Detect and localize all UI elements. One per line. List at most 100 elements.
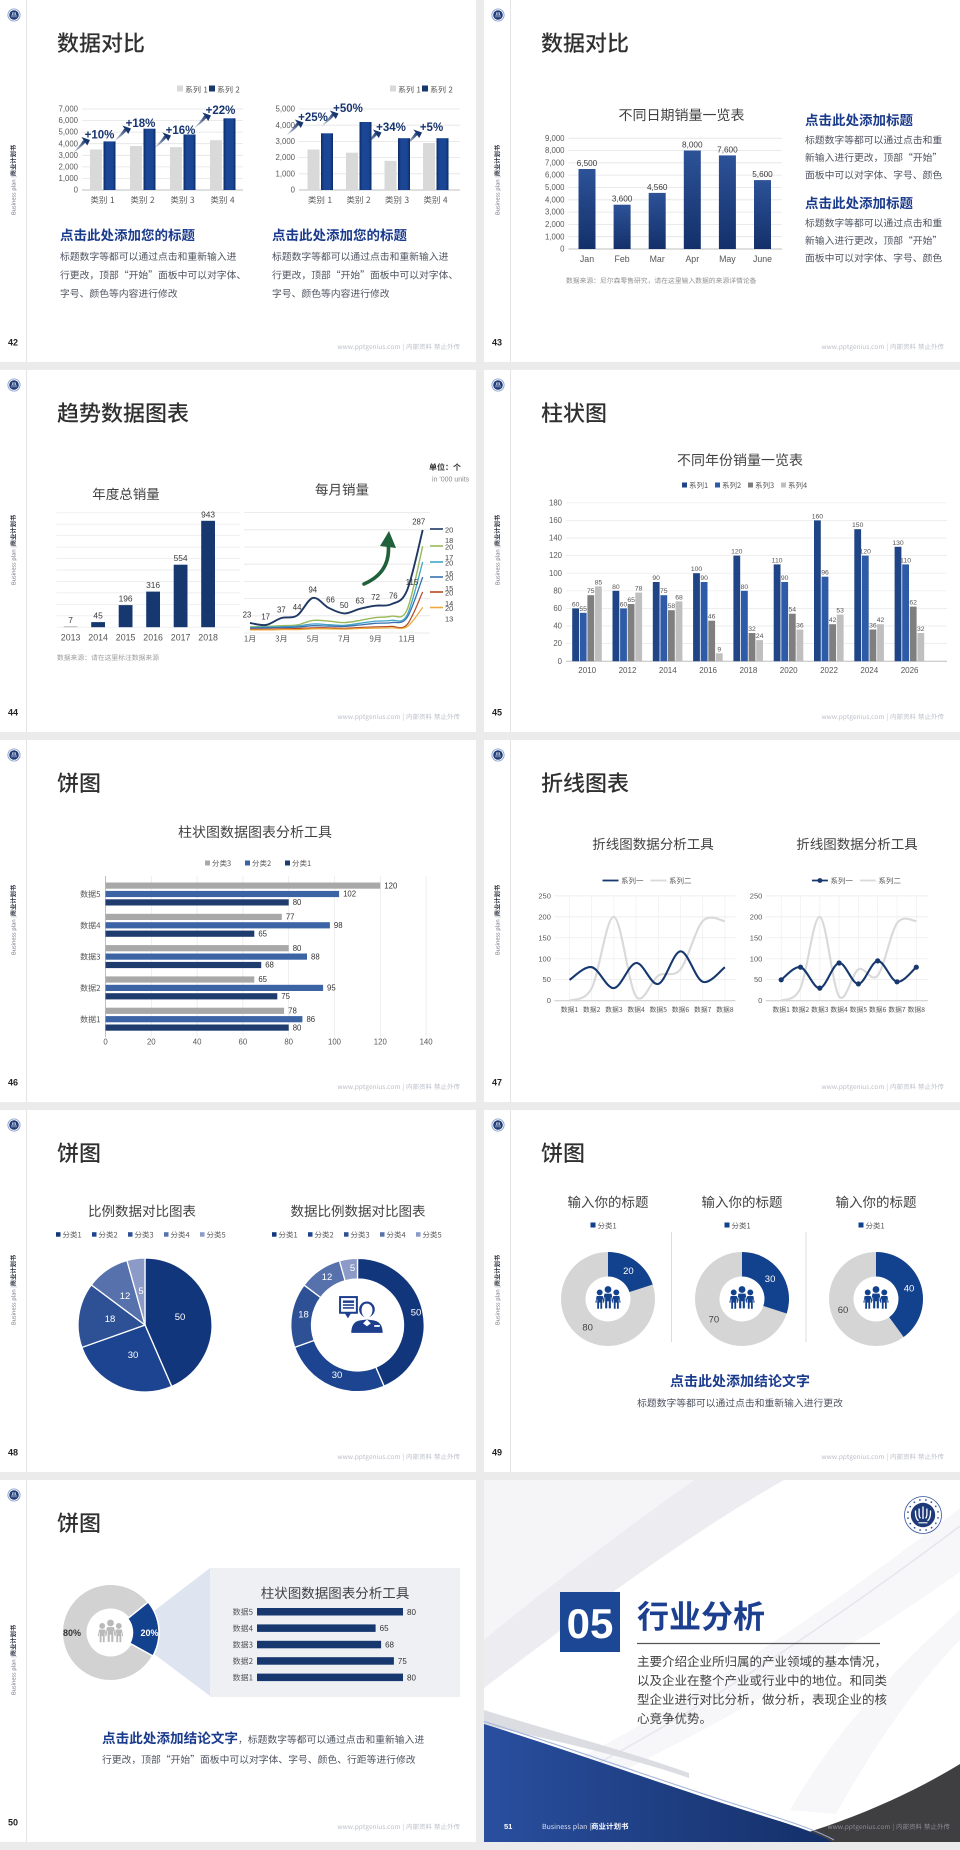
svg-text:120: 120: [731, 549, 743, 556]
svg-text:1,000: 1,000: [275, 169, 295, 178]
svg-text:2022: 2022: [820, 666, 838, 675]
svg-text:96: 96: [821, 570, 829, 577]
svg-text:250: 250: [750, 891, 763, 900]
svg-text:36: 36: [869, 623, 877, 630]
svg-text:44: 44: [8, 708, 18, 718]
svg-text:2020: 2020: [780, 666, 798, 675]
svg-text:120: 120: [549, 551, 563, 560]
svg-text:60: 60: [572, 601, 580, 608]
svg-text:12: 12: [322, 1272, 333, 1283]
svg-text:8,000: 8,000: [545, 146, 565, 155]
svg-text:110: 110: [772, 557, 783, 564]
svg-text:42: 42: [8, 338, 18, 348]
svg-text:9: 9: [717, 646, 721, 653]
svg-text:20: 20: [623, 1266, 634, 1277]
svg-text:2024: 2024: [860, 666, 878, 675]
svg-text:60: 60: [620, 601, 628, 608]
svg-text:18: 18: [445, 536, 453, 545]
svg-text:80: 80: [293, 944, 302, 953]
svg-text:70: 70: [709, 1315, 720, 1326]
svg-text:287: 287: [412, 517, 425, 526]
svg-text:2014: 2014: [88, 633, 108, 643]
svg-text:80: 80: [407, 1673, 416, 1682]
svg-text:140: 140: [549, 534, 563, 543]
svg-text:55: 55: [579, 606, 587, 613]
svg-text:4,000: 4,000: [58, 139, 78, 148]
svg-text:4,000: 4,000: [275, 121, 295, 130]
svg-text:23: 23: [243, 610, 252, 619]
svg-text:53: 53: [836, 608, 844, 615]
svg-text:95: 95: [327, 984, 336, 993]
svg-text:2,000: 2,000: [275, 153, 295, 162]
svg-text:16: 16: [445, 569, 453, 578]
svg-text:24: 24: [756, 633, 764, 640]
svg-text:+50%: +50%: [333, 103, 363, 115]
svg-text:77: 77: [286, 913, 295, 922]
svg-text:2017: 2017: [171, 633, 191, 643]
svg-text:60: 60: [239, 1038, 248, 1047]
svg-text:943: 943: [201, 509, 215, 519]
svg-text:5,000: 5,000: [58, 128, 78, 137]
svg-text:130: 130: [892, 540, 904, 547]
svg-text:68: 68: [675, 594, 683, 601]
svg-text:20: 20: [445, 526, 453, 535]
svg-text:32: 32: [748, 626, 756, 633]
svg-text:90: 90: [781, 575, 789, 582]
svg-text:150: 150: [538, 933, 551, 942]
svg-text:200: 200: [750, 912, 763, 921]
svg-text:160: 160: [549, 516, 563, 525]
svg-text:150: 150: [852, 522, 864, 529]
svg-text:7,600: 7,600: [717, 145, 738, 154]
svg-text:13: 13: [445, 615, 453, 624]
svg-text:44: 44: [293, 603, 302, 612]
svg-text:90: 90: [700, 575, 708, 582]
svg-text:65: 65: [627, 597, 635, 604]
svg-text:+18%: +18%: [126, 118, 156, 130]
svg-text:42: 42: [877, 617, 885, 624]
svg-text:20: 20: [445, 559, 453, 568]
svg-text:94: 94: [308, 585, 317, 594]
svg-text:+22%: +22%: [206, 105, 236, 117]
svg-text:7,000: 7,000: [58, 105, 78, 114]
svg-text:80%: 80%: [63, 1628, 81, 1638]
svg-text:18: 18: [298, 1310, 309, 1321]
svg-text:120: 120: [860, 549, 872, 556]
svg-text:75: 75: [281, 992, 290, 1001]
svg-text:66: 66: [326, 595, 335, 604]
svg-text:20: 20: [147, 1038, 156, 1047]
svg-text:30: 30: [765, 1274, 776, 1285]
svg-text:50: 50: [411, 1308, 422, 1319]
svg-text:4,000: 4,000: [545, 195, 565, 204]
svg-text:160: 160: [812, 513, 824, 520]
svg-text:150: 150: [750, 933, 763, 942]
svg-text:90: 90: [652, 575, 660, 582]
svg-text:62: 62: [909, 600, 917, 607]
svg-text:2010: 2010: [578, 666, 596, 675]
svg-text:0: 0: [758, 996, 762, 1005]
svg-text:554: 554: [174, 553, 188, 563]
svg-text:1,000: 1,000: [58, 174, 78, 183]
svg-text:200: 200: [538, 912, 551, 921]
svg-text:0: 0: [560, 245, 565, 254]
svg-text:45: 45: [492, 708, 502, 718]
svg-text:65: 65: [258, 929, 267, 938]
svg-text:14: 14: [445, 599, 453, 608]
svg-text:100: 100: [538, 954, 551, 963]
svg-text:3,000: 3,000: [58, 151, 78, 160]
svg-text:2,000: 2,000: [545, 220, 565, 229]
svg-text:75: 75: [587, 588, 595, 595]
svg-text:98: 98: [334, 921, 343, 930]
svg-text:7,000: 7,000: [545, 158, 565, 167]
svg-text:5: 5: [138, 1286, 143, 1297]
svg-text:47: 47: [492, 1078, 502, 1088]
svg-text:20: 20: [445, 543, 453, 552]
svg-text:Feb: Feb: [615, 254, 630, 264]
svg-text:316: 316: [146, 580, 160, 590]
svg-text:June: June: [753, 254, 772, 264]
svg-text:2012: 2012: [619, 666, 637, 675]
svg-text:40: 40: [193, 1038, 202, 1047]
svg-text:5,600: 5,600: [752, 170, 773, 179]
svg-text:36: 36: [796, 623, 804, 630]
svg-text:50: 50: [175, 1312, 186, 1323]
svg-text:50: 50: [340, 601, 349, 610]
